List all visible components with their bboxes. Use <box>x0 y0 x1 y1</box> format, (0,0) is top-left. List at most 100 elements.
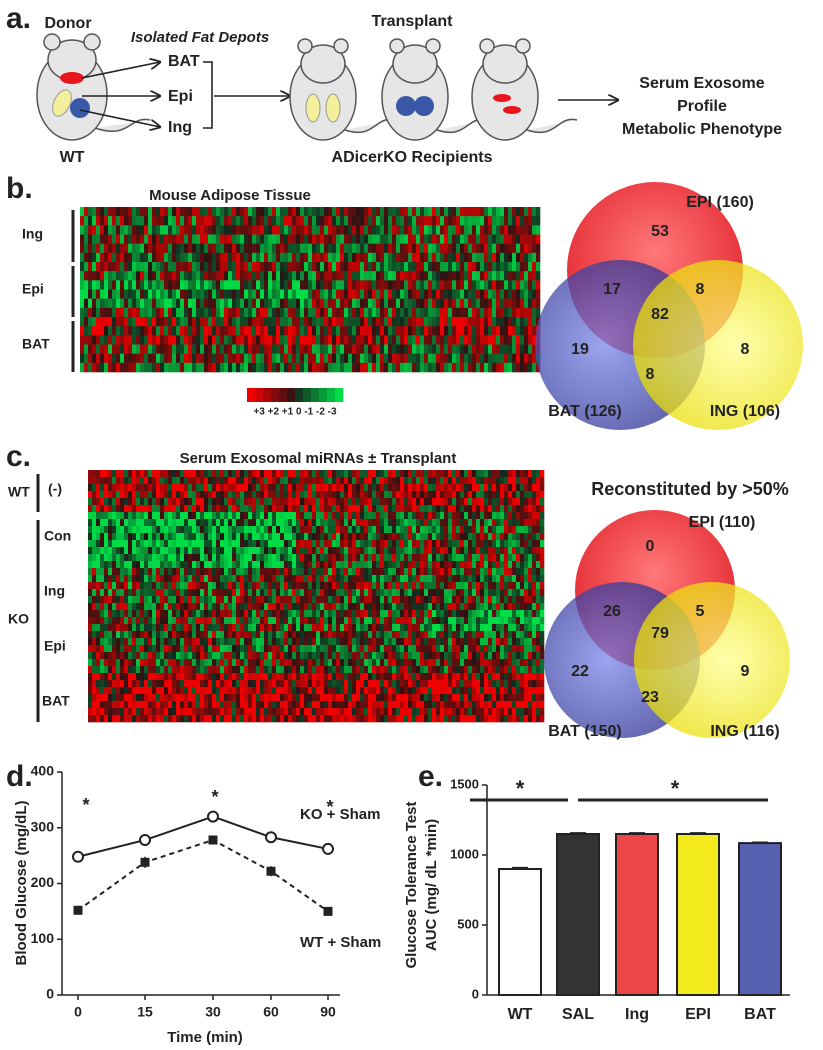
heatmap-cell <box>144 262 149 272</box>
heatmap-cell <box>340 533 345 541</box>
heatmap-cell <box>244 262 249 272</box>
heatmap-cell <box>120 645 125 653</box>
heatmap-cell <box>132 234 137 244</box>
heatmap-cell <box>392 519 397 527</box>
heatmap-cell <box>392 216 397 226</box>
heatmap-cell <box>200 225 205 235</box>
heatmap-cell <box>136 540 141 548</box>
heatmap-cell <box>88 484 93 492</box>
heatmap-cell <box>440 631 445 639</box>
heatmap-cell <box>324 262 329 272</box>
heatmap-cell <box>480 298 485 309</box>
heatmap-cell <box>364 362 369 373</box>
heatmap-cell <box>340 589 345 597</box>
heatmap-cell <box>444 540 449 548</box>
heatmap-cell <box>428 477 433 485</box>
heatmap-cell <box>540 470 545 478</box>
heatmap-cell <box>352 533 357 541</box>
heatmap-cell <box>176 262 181 272</box>
heatmap-cell <box>208 243 213 254</box>
heatmap-cell <box>528 307 533 318</box>
heatmap-cell <box>116 470 121 478</box>
heatmap-cell <box>472 353 477 364</box>
heatmap-cell <box>312 505 317 513</box>
heatmap-cell <box>144 225 149 235</box>
heatmap-cell <box>264 505 269 513</box>
panel-a: a. Donor Isolated Fat Depots BAT Epi Ing… <box>6 2 782 166</box>
heatmap-cell <box>528 491 533 499</box>
heatmap-cell <box>136 512 141 520</box>
heatmap-cell <box>396 234 401 244</box>
heatmap-cell <box>320 526 325 534</box>
heatmap-cell <box>380 280 385 290</box>
heatmap-cell <box>528 568 533 576</box>
heatmap-cell <box>352 234 357 244</box>
heatmap-cell <box>232 561 237 569</box>
heatmap-cell <box>288 554 293 562</box>
heatmap-cell <box>432 344 437 354</box>
heatmap-cell <box>180 353 185 364</box>
heatmap-cell <box>252 596 257 604</box>
heatmap-cell <box>480 589 485 597</box>
heatmap-cell <box>416 505 421 513</box>
heatmap-cell <box>384 610 389 618</box>
heatmap-cell <box>128 519 133 527</box>
heatmap-cell <box>496 603 501 611</box>
heatmap-cell <box>248 498 253 506</box>
heatmap-cell <box>472 582 477 590</box>
heatmap-cell <box>536 561 541 569</box>
heatmap-cell <box>156 280 161 290</box>
heatmap-cell <box>360 617 365 625</box>
heatmap-cell <box>420 526 425 534</box>
heatmap-cell <box>140 298 145 309</box>
heatmap-cell <box>460 498 465 506</box>
heatmap-cell <box>524 252 529 263</box>
heatmap-cell <box>480 326 485 336</box>
heatmap-cell <box>152 547 157 555</box>
heatmap-cell <box>104 568 109 576</box>
heatmap-cell <box>480 533 485 541</box>
heatmap-cell <box>488 638 493 646</box>
heatmap-cell <box>136 645 141 653</box>
heatmap-cell <box>248 519 253 527</box>
heatmap-cell <box>236 353 241 364</box>
heatmap-cell <box>196 271 201 281</box>
heatmap-cell <box>216 262 221 272</box>
heatmap-cell <box>184 362 189 373</box>
heatmap-cell <box>276 335 281 345</box>
heatmap-cell <box>440 243 445 254</box>
heatmap-cell <box>104 610 109 618</box>
heatmap-cell <box>332 582 337 590</box>
heatmap-cell <box>224 307 229 318</box>
heatmap-cell <box>504 243 509 254</box>
heatmap-cell <box>380 470 385 478</box>
heatmap-cell <box>464 234 469 244</box>
heatmap-cell <box>352 262 357 272</box>
heatmap-cell <box>312 540 317 548</box>
heatmap-cell <box>228 335 233 345</box>
heatmap-cell <box>204 533 209 541</box>
heatmap-cell <box>292 575 297 583</box>
heatmap-cell <box>296 540 301 548</box>
heatmap-cell <box>216 477 221 485</box>
heatmap-cell <box>420 317 425 327</box>
heatmap-cell <box>460 216 465 226</box>
heatmap-cell <box>520 596 525 604</box>
heatmap-cell <box>464 568 469 576</box>
heatmap-cell <box>176 298 181 309</box>
heatmap-cell <box>300 533 305 541</box>
heatmap-cell <box>304 568 309 576</box>
heatmap-cell <box>136 624 141 632</box>
heatmap-cell <box>196 533 201 541</box>
heatmap-cell <box>420 631 425 639</box>
heatmap-cell <box>496 271 501 281</box>
heatmap-cell <box>168 298 173 309</box>
heatmap-cell <box>324 344 329 354</box>
heatmap-cell <box>212 326 217 336</box>
heatmap-cell <box>224 512 229 520</box>
heatmap-cell <box>152 582 157 590</box>
heatmap-cell <box>248 624 253 632</box>
heatmap-cell <box>192 307 197 318</box>
heatmap-cell <box>156 289 161 299</box>
heatmap-cell <box>396 540 401 548</box>
